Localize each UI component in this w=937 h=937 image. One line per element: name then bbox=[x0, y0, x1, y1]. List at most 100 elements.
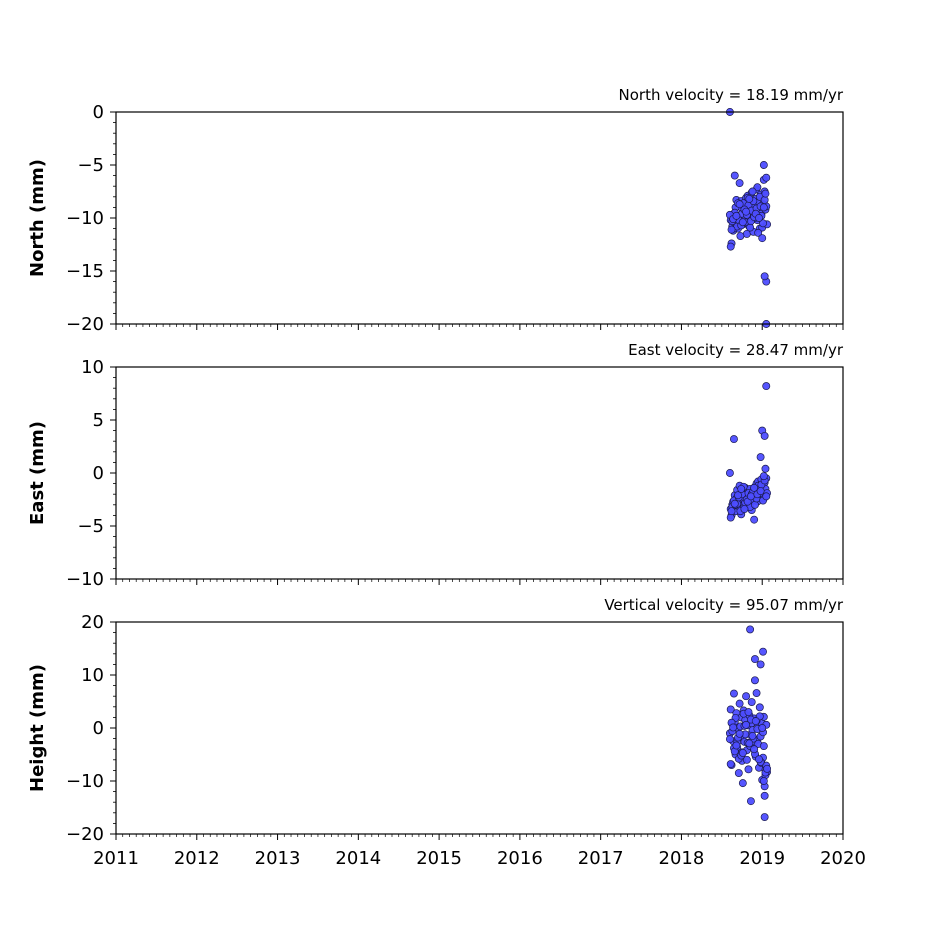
height-data-point bbox=[734, 769, 743, 778]
height-data-point bbox=[751, 717, 760, 726]
east-panel-title: East velocity = 28.47 mm/yr bbox=[628, 341, 844, 359]
north-data-point bbox=[759, 219, 767, 228]
east-ytick-label: −10 bbox=[66, 569, 104, 590]
north-data-point bbox=[759, 203, 768, 212]
height-data-point bbox=[738, 748, 747, 757]
height-data-point bbox=[755, 703, 764, 712]
east-data-point bbox=[759, 472, 768, 481]
east-data-point bbox=[760, 431, 769, 440]
height-y-axis-label: Height (mm) bbox=[27, 664, 48, 792]
height-points bbox=[725, 625, 772, 821]
north-data-point bbox=[748, 187, 757, 196]
north-data-point bbox=[758, 234, 767, 243]
east-plot-frame bbox=[115, 366, 844, 580]
north-data-point bbox=[761, 189, 770, 198]
north-data-point bbox=[727, 225, 736, 234]
height-data-point bbox=[746, 797, 755, 806]
height-data-point bbox=[751, 676, 759, 685]
east-data-point bbox=[737, 484, 746, 493]
east-data-point bbox=[730, 499, 739, 508]
x-tick-label: 2013 bbox=[255, 848, 301, 869]
height-data-point bbox=[752, 689, 761, 697]
height-ytick-label: 20 bbox=[81, 612, 104, 633]
north-ytick-label: 0 bbox=[93, 102, 104, 123]
x-tick-label: 2014 bbox=[335, 848, 381, 869]
north-data-point bbox=[735, 179, 744, 187]
north-data-point bbox=[755, 214, 763, 222]
x-tick-label: 2016 bbox=[497, 848, 543, 869]
x-tick-label: 2018 bbox=[659, 848, 705, 869]
east-data-point bbox=[730, 435, 738, 444]
height-data-point bbox=[742, 755, 751, 764]
north-data-point bbox=[762, 173, 771, 182]
east-data-point bbox=[740, 505, 749, 513]
height-plot-frame bbox=[115, 621, 844, 835]
east-data-point bbox=[761, 464, 770, 473]
height-ytick-label: 0 bbox=[93, 718, 104, 739]
east-ytick-label: 5 bbox=[93, 410, 104, 431]
north-data-point bbox=[742, 207, 751, 216]
east-points bbox=[725, 382, 772, 524]
north-points bbox=[725, 108, 772, 328]
north-plot-frame bbox=[115, 111, 844, 325]
height-data-point bbox=[759, 742, 768, 750]
x-tick-label: 2012 bbox=[174, 848, 220, 869]
east-data-point bbox=[750, 483, 759, 492]
height-data-point bbox=[738, 779, 747, 788]
east-data-point bbox=[756, 453, 765, 462]
north-panel-title: North velocity = 18.19 mm/yr bbox=[619, 86, 844, 104]
east-data-point bbox=[727, 507, 736, 516]
east-data-point bbox=[750, 515, 759, 524]
height-data-point bbox=[742, 692, 751, 701]
height-data-point bbox=[750, 745, 759, 754]
height-panel: Vertical velocity = 95.07 mm/yr Height (… bbox=[27, 596, 866, 869]
east-ytick-label: 0 bbox=[93, 463, 104, 484]
north-data-point bbox=[735, 200, 744, 209]
x-tick-label: 2020 bbox=[820, 848, 866, 869]
height-data-point bbox=[725, 735, 734, 744]
height-data-point bbox=[760, 813, 769, 821]
x-tick-label: 2015 bbox=[416, 848, 462, 869]
height-ytick-label: −20 bbox=[66, 824, 104, 845]
east-panel: East velocity = 28.47 mm/yr East (mm) 10… bbox=[27, 341, 844, 590]
height-data-point bbox=[746, 625, 755, 634]
height-data-point bbox=[759, 777, 768, 785]
height-ytick-label: 10 bbox=[81, 665, 104, 686]
height-data-point bbox=[756, 660, 765, 669]
east-ytick-label: 10 bbox=[81, 357, 104, 378]
north-data-point bbox=[732, 211, 741, 220]
height-data-point bbox=[745, 739, 754, 748]
height-data-point bbox=[755, 755, 763, 764]
height-data-point bbox=[730, 689, 738, 698]
height-data-point bbox=[751, 655, 759, 664]
x-tick-label: 2017 bbox=[578, 848, 624, 869]
east-data-point bbox=[762, 382, 771, 391]
north-data-point bbox=[736, 232, 745, 240]
north-panel: North velocity = 18.19 mm/yr North (mm) … bbox=[27, 86, 844, 335]
x-tick-label: 2019 bbox=[739, 848, 785, 869]
north-y-axis-label: North (mm) bbox=[27, 159, 48, 277]
height-data-point bbox=[748, 732, 757, 740]
north-ytick-label: −15 bbox=[66, 261, 104, 282]
height-data-point bbox=[742, 720, 751, 729]
east-ytick-label: −5 bbox=[77, 516, 104, 537]
height-ticks: 20 10 0 −10 −20 2011 2012 2013 2014 2015 2016 2017 2… bbox=[66, 612, 866, 869]
north-ticks: 0 −5 −10 −15 −20 bbox=[66, 102, 844, 335]
north-data-point bbox=[738, 218, 747, 227]
north-data-point bbox=[745, 194, 754, 203]
height-data-point bbox=[763, 764, 772, 773]
height-data-point bbox=[758, 724, 767, 732]
height-data-point bbox=[760, 791, 769, 800]
north-data-point bbox=[726, 242, 735, 251]
height-ytick-label: −10 bbox=[66, 771, 104, 792]
east-data-point bbox=[746, 492, 755, 501]
height-data-point bbox=[747, 698, 756, 706]
north-ytick-label: −5 bbox=[77, 155, 104, 176]
north-data-point bbox=[760, 272, 769, 281]
height-data-point bbox=[735, 699, 744, 708]
height-data-point bbox=[759, 647, 767, 656]
height-data-point bbox=[726, 760, 735, 768]
east-data-point bbox=[762, 492, 771, 501]
